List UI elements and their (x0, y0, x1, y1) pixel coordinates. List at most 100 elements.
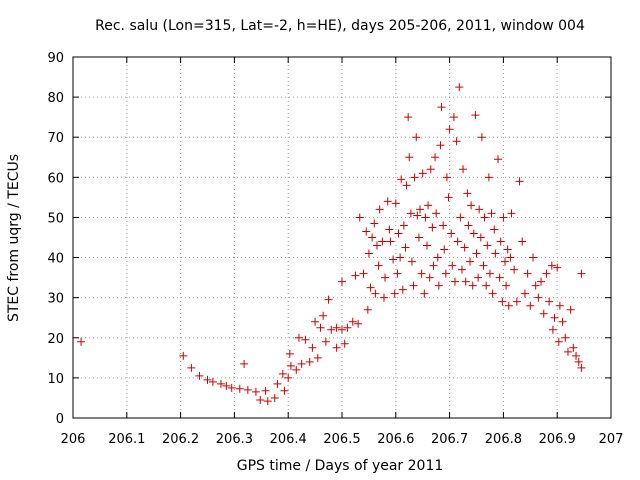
data-point (297, 359, 306, 368)
data-points (77, 83, 586, 406)
data-point (487, 209, 496, 218)
data-point (366, 283, 375, 292)
data-point (251, 387, 260, 396)
data-point (428, 223, 437, 232)
data-point (431, 153, 440, 162)
data-point (355, 213, 364, 222)
data-point (490, 225, 499, 234)
data-point (379, 293, 388, 302)
y-tick-label: 60 (47, 171, 64, 186)
data-point (407, 257, 416, 266)
data-point (425, 273, 434, 282)
data-point (243, 385, 252, 394)
data-point (475, 205, 484, 214)
data-point (278, 369, 287, 378)
data-point (368, 233, 377, 242)
data-point (240, 359, 249, 368)
data-point (321, 337, 330, 346)
data-point (391, 199, 400, 208)
x-tick-label: 206.9 (539, 432, 576, 447)
data-point (537, 277, 546, 286)
data-point (399, 221, 408, 230)
data-point (577, 269, 586, 278)
data-point (77, 337, 86, 346)
data-point (305, 357, 314, 366)
data-point (284, 373, 293, 382)
data-point (340, 339, 349, 348)
data-point (370, 219, 379, 228)
data-point (412, 133, 421, 142)
data-point (216, 379, 225, 388)
data-point (410, 173, 419, 182)
data-point (466, 257, 475, 266)
y-tick-label: 90 (47, 51, 64, 66)
x-tick-label: 207 (599, 432, 624, 447)
plot-frame (72, 56, 612, 419)
data-point (437, 103, 446, 112)
data-point (459, 165, 468, 174)
data-point (482, 281, 491, 290)
data-point (398, 285, 407, 294)
data-point (417, 269, 426, 278)
data-point (263, 397, 272, 406)
data-point (208, 377, 217, 386)
data-point (550, 313, 559, 322)
data-point (468, 281, 477, 290)
data-point (440, 245, 449, 254)
data-point (547, 261, 556, 270)
data-point (348, 317, 357, 326)
data-point (501, 257, 510, 266)
data-point (474, 273, 483, 282)
data-point (480, 213, 489, 222)
data-point (463, 189, 472, 198)
data-point (433, 253, 442, 262)
data-point (404, 113, 413, 122)
y-tick-label: 0 (56, 412, 64, 427)
data-point (179, 351, 188, 360)
x-tick-label: 206 (61, 432, 86, 447)
data-point (441, 269, 450, 278)
x-axis-label: GPS time / Days of year 2011 (237, 458, 444, 474)
data-point (393, 269, 402, 278)
data-point (273, 379, 282, 388)
data-point (499, 213, 508, 222)
data-point (374, 261, 383, 270)
data-point (494, 155, 503, 164)
data-point (354, 319, 363, 328)
data-point (421, 213, 430, 222)
x-tick-label: 206.7 (431, 432, 468, 447)
data-point (424, 201, 433, 210)
data-point (445, 125, 454, 134)
data-point (506, 253, 515, 262)
data-point (510, 265, 519, 274)
data-point (397, 175, 406, 184)
x-tick-label: 206.2 (162, 432, 199, 447)
data-point (488, 289, 497, 298)
data-point (455, 83, 464, 92)
data-point (195, 371, 204, 380)
data-point (498, 297, 507, 306)
data-point (409, 281, 418, 290)
data-point (187, 363, 196, 372)
data-point (383, 197, 392, 206)
data-point (338, 277, 346, 286)
data-point (324, 295, 333, 304)
data-point (327, 325, 336, 334)
data-point (343, 323, 352, 332)
data-point (313, 353, 322, 362)
data-point (434, 281, 443, 290)
data-point (534, 293, 543, 302)
data-point (477, 133, 486, 142)
data-point (520, 289, 529, 298)
data-point (526, 301, 535, 310)
data-point (396, 253, 405, 262)
data-point (561, 333, 570, 342)
data-point (464, 221, 473, 230)
data-point (472, 249, 481, 258)
data-point (418, 169, 427, 178)
data-point (439, 221, 448, 230)
data-point (426, 165, 435, 174)
data-point (362, 227, 371, 236)
data-point (518, 237, 527, 246)
